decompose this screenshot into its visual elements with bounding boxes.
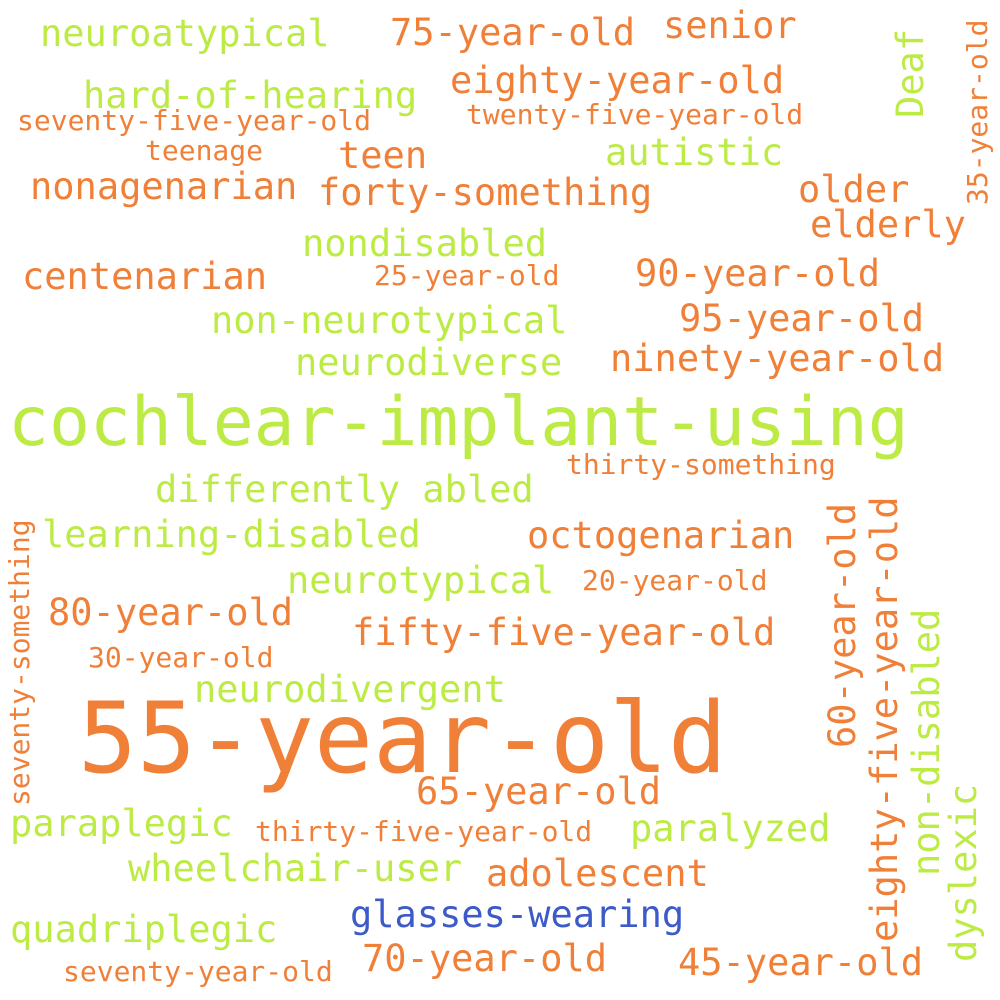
word: elderly <box>810 203 966 246</box>
word: thirty-five-year-old <box>255 815 593 848</box>
word: Deaf <box>889 28 932 118</box>
word: 45-year-old <box>678 941 924 984</box>
word: cochlear-implant-using <box>8 383 909 462</box>
word: 20-year-old <box>582 564 768 597</box>
word: wheelchair-user <box>128 847 463 890</box>
word: neuroatypical <box>40 12 330 55</box>
word: glasses-wearing <box>350 893 685 936</box>
word: nonagenarian <box>30 165 298 208</box>
word: non-disabled <box>905 608 948 876</box>
word: eighty-year-old <box>450 59 785 102</box>
word: autistic <box>605 131 784 174</box>
word: paralyzed <box>630 807 831 850</box>
word: dyslexic <box>942 783 985 962</box>
word: teenage <box>145 134 264 167</box>
word: ninety-year-old <box>610 337 945 380</box>
word: teen <box>338 134 428 177</box>
word: 95-year-old <box>679 297 925 340</box>
word: eighty-five-year-old <box>863 496 906 942</box>
word: seventy-five-year-old <box>17 104 372 137</box>
word: 90-year-old <box>635 252 881 295</box>
word: centenarian <box>22 255 268 298</box>
word: twenty-five-year-old <box>466 98 804 131</box>
word: nondisabled <box>302 222 548 265</box>
word: seventy-something <box>3 519 36 806</box>
word: 70-year-old <box>362 937 608 980</box>
word: 75-year-old <box>390 11 636 54</box>
word: 65-year-old <box>416 770 662 813</box>
word: senior <box>663 4 797 47</box>
word: seventy-year-old <box>63 955 333 988</box>
word: 30-year-old <box>88 641 274 674</box>
word: 25-year-old <box>374 259 560 292</box>
word: older <box>798 168 910 211</box>
word: thirty-something <box>566 448 836 481</box>
word: 55-year-old <box>78 682 728 796</box>
word: paraplegic <box>10 802 233 845</box>
word: neurodiverse <box>295 341 563 384</box>
word: fifty-five-year-old <box>352 611 776 654</box>
word: quadriplegic <box>10 908 278 951</box>
word: neurotypical <box>287 559 555 602</box>
word: non-neurotypical <box>211 299 568 342</box>
word: hard-of-hearing <box>83 74 418 117</box>
word: forty-something <box>318 171 653 214</box>
word: differently abled <box>155 468 534 511</box>
word: 35-year-old <box>961 19 994 205</box>
word: 60-year-old <box>821 502 864 748</box>
word: learning-disabled <box>42 513 421 556</box>
word: adolescent <box>486 852 709 895</box>
word: 80-year-old <box>48 591 294 634</box>
word: neurodivergent <box>194 668 506 711</box>
word: octogenarian <box>527 514 795 557</box>
